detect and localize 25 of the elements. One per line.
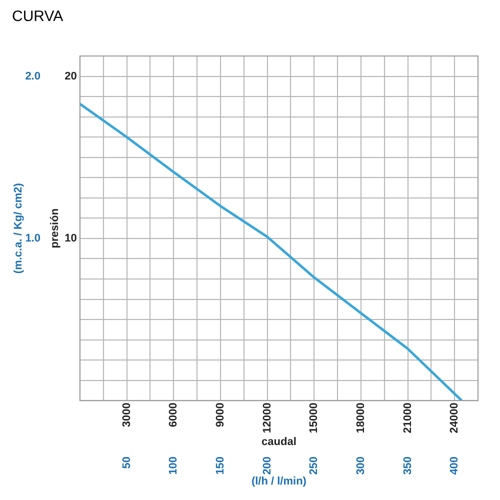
x-tick-label: 24000 bbox=[448, 402, 461, 434]
y2-tick-label: 2.0 bbox=[25, 70, 40, 82]
x2-tick-label: 50 bbox=[120, 456, 133, 469]
x2-axis-title: (l/h / l/min) bbox=[251, 475, 307, 488]
y-tick-label: 20 bbox=[64, 70, 77, 82]
x-tick-label: 3000 bbox=[120, 402, 133, 428]
x2-tick-label: 150 bbox=[214, 456, 226, 475]
x2-tick-label: 400 bbox=[448, 456, 461, 475]
x-tick-label: 15000 bbox=[308, 402, 320, 434]
x2-tick-label: 300 bbox=[354, 456, 367, 475]
x2-tick-label: 250 bbox=[308, 456, 320, 475]
y2-axis-title: (m.c.a. / Kg/ cm2) bbox=[12, 182, 25, 274]
x2-tick-label: 200 bbox=[261, 456, 274, 475]
y-axis-title: presión bbox=[49, 208, 62, 248]
y-tick-label: 10 bbox=[64, 232, 77, 244]
y2-tick-label: 1.0 bbox=[25, 232, 40, 244]
x-tick-label: 18000 bbox=[354, 402, 367, 434]
x2-tick-label: 350 bbox=[402, 456, 414, 475]
x-tick-label: 12000 bbox=[261, 402, 274, 434]
x-axis-title: caudal bbox=[262, 436, 296, 448]
x-tick-label: 21000 bbox=[402, 402, 414, 434]
chart-title: CURVA bbox=[12, 8, 64, 26]
x-tick-label: 6000 bbox=[168, 402, 180, 428]
x-tick-label: 9000 bbox=[214, 402, 226, 428]
x2-tick-label: 100 bbox=[168, 456, 180, 475]
